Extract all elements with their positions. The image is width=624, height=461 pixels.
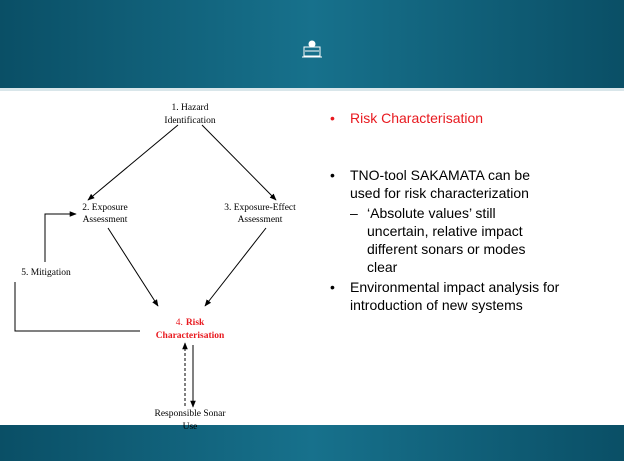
sub-bullet-text: ‘Absolute values’ still <box>367 205 496 221</box>
bullet-text: introduction of new systems <box>350 297 523 313</box>
node-label: Use <box>183 422 198 432</box>
node-label: 3. Exposure-Effect <box>224 202 296 213</box>
bullet-text: Environmental impact analysis for <box>350 279 560 295</box>
node-label: 2. Exposure <box>82 203 127 213</box>
sub-bullet-text: uncertain, relative impact <box>367 223 523 239</box>
node-number: 4. <box>176 318 183 328</box>
bullet-text: Risk Characterisation <box>350 110 483 126</box>
logo <box>302 40 322 58</box>
node-label: Assessment <box>83 215 128 225</box>
node-label: Risk <box>186 318 205 328</box>
header-rule <box>0 88 624 91</box>
sub-bullet-text: different sonars or modes <box>367 241 526 257</box>
footer-band <box>0 425 624 461</box>
node-label: 4. Risk <box>176 318 205 328</box>
diagram-arrows <box>14 124 277 408</box>
sub-bullet-text: clear <box>367 259 398 275</box>
bullet-marker: • <box>330 110 335 126</box>
bullet-marker: • <box>330 279 335 295</box>
bullet-text: used for risk characterization <box>350 185 529 201</box>
node-label: Characterisation <box>156 331 225 341</box>
bullet-marker: • <box>330 167 335 183</box>
bullet-text: TNO-tool SAKAMATA can be <box>350 167 530 183</box>
sub-bullet-marker: – <box>350 205 358 221</box>
node-label: Assessment <box>238 215 283 225</box>
node-label: 1. Hazard <box>172 103 209 113</box>
node-label: 5. Mitigation <box>21 268 71 278</box>
node-label: Responsible Sonar <box>155 409 227 419</box>
node-label: Identification <box>164 115 215 126</box>
